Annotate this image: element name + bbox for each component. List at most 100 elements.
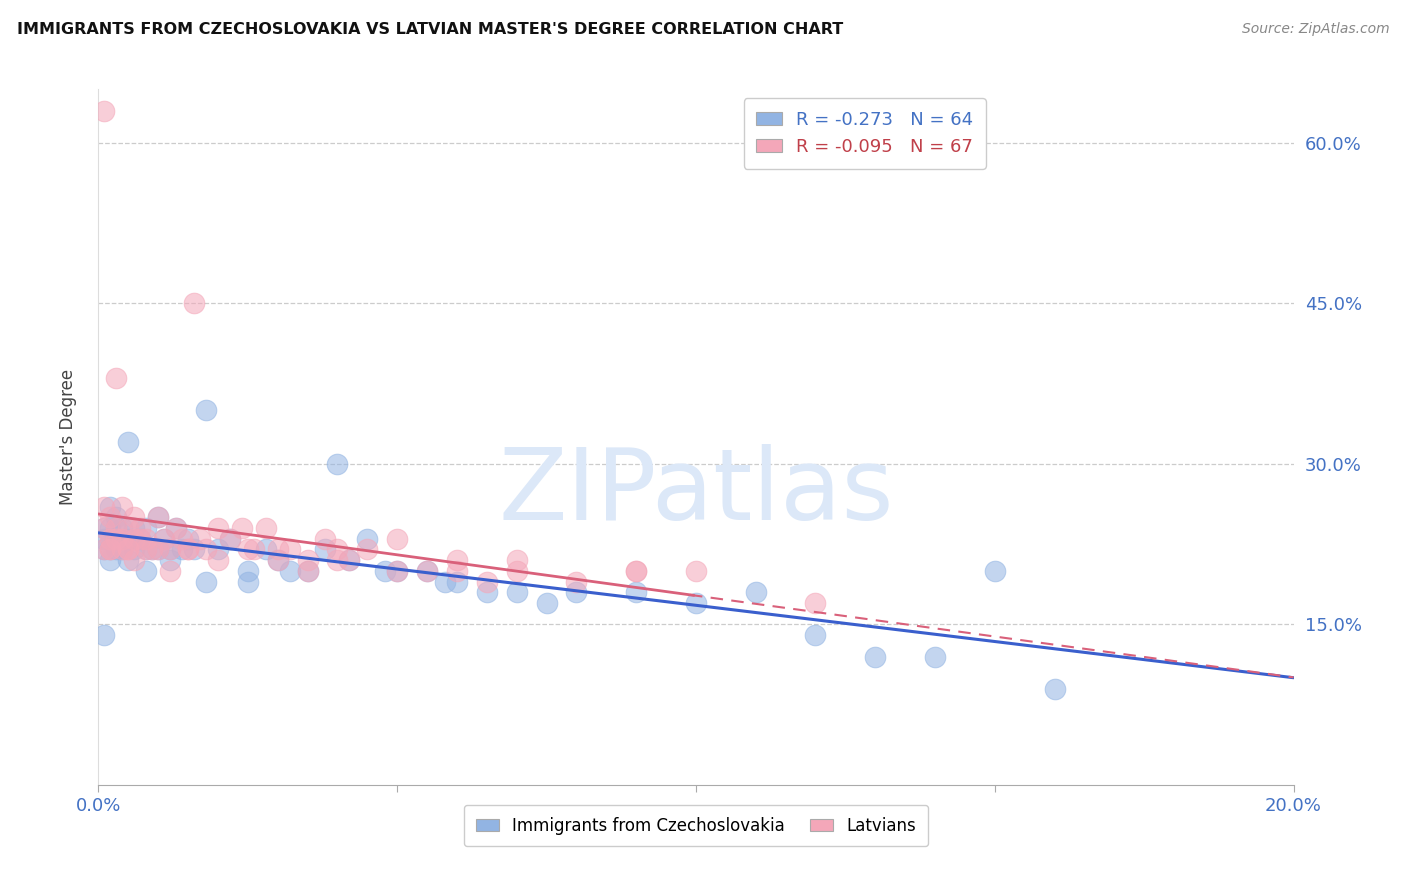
Point	[267, 553, 290, 567]
Point	[124, 542, 146, 557]
Point	[326, 542, 349, 557]
Point	[984, 564, 1007, 578]
Point	[804, 596, 827, 610]
Y-axis label: Master's Degree: Master's Degree	[59, 369, 77, 505]
Text: ZIPatlas: ZIPatlas	[498, 444, 894, 541]
Point	[129, 532, 152, 546]
Point	[117, 542, 139, 557]
Point	[98, 500, 122, 514]
Point	[475, 585, 498, 599]
Point	[148, 510, 170, 524]
Point	[98, 542, 122, 557]
Point	[446, 564, 468, 578]
Point	[105, 532, 128, 546]
Text: IMMIGRANTS FROM CZECHOSLOVAKIA VS LATVIAN MASTER'S DEGREE CORRELATION CHART: IMMIGRANTS FROM CZECHOSLOVAKIA VS LATVIA…	[17, 22, 844, 37]
Point	[124, 532, 146, 546]
Point	[267, 553, 290, 567]
Point	[326, 457, 349, 471]
Point	[111, 500, 134, 514]
Point	[105, 521, 128, 535]
Point	[339, 553, 361, 567]
Point	[98, 542, 122, 557]
Point	[177, 532, 200, 546]
Point	[165, 521, 187, 535]
Point	[93, 521, 115, 535]
Point	[243, 542, 266, 557]
Point	[278, 542, 301, 557]
Point	[236, 542, 259, 557]
Point	[745, 585, 768, 599]
Point	[315, 542, 337, 557]
Point	[172, 542, 194, 557]
Point	[153, 532, 176, 546]
Point	[159, 553, 181, 567]
Point	[93, 532, 115, 546]
Point	[924, 649, 946, 664]
Point	[105, 521, 128, 535]
Point	[626, 585, 648, 599]
Point	[297, 564, 319, 578]
Point	[267, 542, 290, 557]
Point	[159, 542, 181, 557]
Point	[177, 542, 200, 557]
Point	[129, 521, 152, 535]
Point	[153, 532, 176, 546]
Point	[105, 532, 128, 546]
Point	[98, 553, 122, 567]
Point	[536, 596, 558, 610]
Point	[254, 521, 277, 535]
Point	[93, 521, 115, 535]
Point	[1043, 681, 1066, 696]
Point	[148, 510, 170, 524]
Point	[183, 296, 205, 310]
Point	[416, 564, 439, 578]
Point	[685, 564, 707, 578]
Point	[148, 542, 170, 557]
Point	[117, 521, 139, 535]
Point	[385, 564, 409, 578]
Point	[326, 553, 349, 567]
Point	[165, 521, 187, 535]
Point	[117, 532, 139, 546]
Point	[207, 521, 229, 535]
Point	[111, 542, 134, 557]
Point	[626, 564, 648, 578]
Point	[339, 553, 361, 567]
Point	[374, 564, 396, 578]
Point	[236, 574, 259, 589]
Point	[685, 596, 707, 610]
Point	[385, 564, 409, 578]
Point	[129, 532, 152, 546]
Point	[98, 532, 122, 546]
Point	[117, 435, 139, 450]
Point	[231, 521, 253, 535]
Point	[124, 553, 146, 567]
Point	[446, 574, 468, 589]
Point	[183, 542, 205, 557]
Point	[135, 542, 157, 557]
Point	[195, 542, 218, 557]
Point	[434, 574, 457, 589]
Point	[135, 542, 157, 557]
Point	[475, 574, 498, 589]
Point	[105, 510, 128, 524]
Point	[236, 564, 259, 578]
Point	[506, 564, 529, 578]
Point	[141, 542, 163, 557]
Point	[98, 542, 122, 557]
Point	[135, 532, 157, 546]
Point	[111, 532, 134, 546]
Point	[141, 542, 163, 557]
Point	[135, 564, 157, 578]
Point	[177, 542, 200, 557]
Point	[195, 403, 218, 417]
Point	[626, 564, 648, 578]
Point	[188, 532, 211, 546]
Point	[219, 532, 242, 546]
Point	[124, 521, 146, 535]
Point	[98, 510, 122, 524]
Point	[93, 103, 115, 118]
Legend: Immigrants from Czechoslovakia, Latvians: Immigrants from Czechoslovakia, Latvians	[464, 805, 928, 847]
Point	[565, 574, 588, 589]
Point	[117, 553, 139, 567]
